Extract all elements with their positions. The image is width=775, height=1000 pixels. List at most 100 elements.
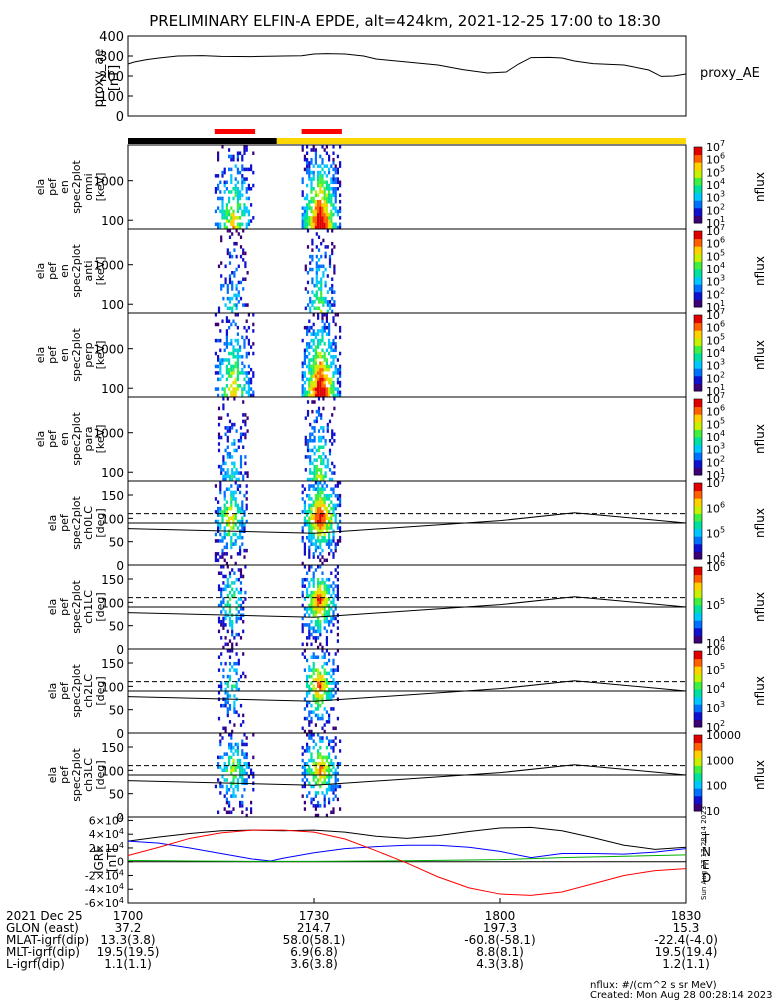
spectrogram-pixel	[241, 355, 244, 359]
spectrogram-pixel	[324, 296, 327, 301]
spectrogram-pixel	[314, 493, 317, 498]
colorbar-cell	[694, 614, 702, 617]
orbit-row-value: 1800	[485, 909, 516, 923]
spectrogram-pixel	[310, 539, 313, 543]
spectrogram-pixel	[317, 177, 320, 181]
spectrogram-pixel	[320, 416, 323, 420]
spectrogram-pixel	[314, 678, 317, 682]
spectrogram-pixel	[325, 145, 328, 149]
spectrogram-pixel	[317, 619, 320, 624]
spectrogram-pixel	[319, 681, 322, 685]
spectrogram-ylabel-word: anti	[82, 260, 95, 281]
colorbar-cell	[694, 746, 702, 749]
spectrogram-pixel	[217, 225, 220, 230]
spectrogram-pixel	[236, 784, 239, 789]
spectrogram-pixel	[235, 642, 238, 647]
spectrogram-pixel	[308, 380, 311, 385]
spectrogram-pixel	[306, 607, 309, 611]
spectrogram-pixel	[330, 681, 333, 685]
colorbar-tick-label: 105	[706, 597, 725, 612]
spectrogram-pixel	[312, 762, 315, 766]
spectrogram-pixel	[321, 762, 324, 766]
colorbar-tick-label: 1000	[706, 754, 734, 767]
spectrogram-pixel	[332, 678, 335, 682]
spectrogram-pixel	[220, 416, 223, 420]
spectrogram-pixel	[230, 174, 233, 178]
spectrogram-pixel	[217, 442, 221, 446]
spectrogram-pixel	[245, 490, 248, 495]
spectrogram-pixel	[310, 668, 313, 672]
spectrogram-pixel	[228, 610, 232, 614]
spectrogram-pixel	[310, 364, 313, 369]
spectrogram-pixel	[219, 377, 222, 382]
spectrogram-pixel	[301, 758, 304, 763]
spectrogram-pixel	[308, 377, 311, 382]
spectrogram-pixel	[308, 700, 311, 705]
colorbar-cell	[694, 318, 702, 322]
spectrogram-pixel	[322, 303, 325, 307]
spectrogram-pixel	[314, 358, 317, 362]
spectrogram-pixel	[217, 500, 220, 504]
spectrogram-pixel	[314, 687, 317, 692]
spectrogram-pixel	[328, 658, 331, 663]
spectrogram-pixel	[235, 616, 238, 621]
spectrogram-pixel	[233, 723, 236, 727]
spectrogram-pixel	[228, 755, 231, 760]
spectrogram-pixel	[321, 355, 324, 359]
spectrogram-pixel	[231, 442, 234, 446]
colorbar-tick-exponent: 4	[720, 345, 725, 354]
spectrogram-pixel	[221, 755, 224, 760]
colorbar-cell	[694, 454, 702, 457]
spectrogram-pixel	[214, 371, 217, 375]
spectrogram-pixel	[306, 325, 309, 330]
spectrogram-pixel	[301, 219, 304, 223]
spectrogram-pixel	[323, 523, 326, 527]
spectrogram-pixel	[320, 264, 323, 269]
spectrogram-pixel	[332, 180, 335, 185]
colorbar-cell	[694, 677, 702, 680]
spectrogram-pixel	[236, 506, 239, 511]
colorbar-cell	[694, 545, 702, 549]
spectrogram-pixel	[321, 338, 324, 343]
spectrogram-pixel	[232, 745, 235, 750]
spectrogram-pixel	[336, 584, 339, 588]
colorbar-cell	[694, 150, 702, 154]
spectrogram-pixel	[313, 471, 316, 475]
spectrogram-pixel	[325, 781, 328, 785]
spectrogram-pixel	[214, 351, 217, 356]
spectrogram-pixel	[317, 500, 320, 504]
spectrogram-pixel	[243, 167, 246, 172]
spectrogram-pixel	[225, 778, 228, 782]
spectrogram-pixel	[321, 697, 324, 701]
spectrogram-pixel	[321, 765, 324, 769]
spectrogram-pixel	[228, 590, 232, 595]
colorbar-cell	[694, 303, 702, 306]
spectrogram-pixel	[320, 426, 323, 430]
spectrogram-pixel	[339, 384, 342, 388]
spectrogram-pixel	[228, 274, 232, 278]
spectrogram-pixel	[228, 787, 231, 792]
spectrogram-pixel	[219, 784, 222, 789]
spectrogram-pixel	[306, 167, 309, 172]
spectrogram-pixel	[334, 225, 337, 230]
spectrogram-pixel	[306, 694, 309, 698]
spectrogram-pixel	[247, 209, 250, 214]
spectrogram-pixel	[312, 313, 315, 317]
spectrogram-pixel	[225, 500, 228, 504]
spectrogram-pixel	[314, 771, 317, 776]
spectrogram-pixel	[217, 539, 220, 543]
spectrogram-pixel	[232, 807, 235, 811]
colorbar-cell	[694, 402, 702, 406]
spectrogram-pixel	[245, 206, 248, 210]
spectrogram-pixel	[236, 526, 239, 530]
spectrogram-pixel	[317, 519, 320, 524]
spectrogram-pixel	[308, 581, 311, 585]
spectrogram-pixel	[321, 219, 324, 223]
colorbar-cell	[694, 211, 702, 214]
spectrogram-pixel	[330, 571, 333, 575]
spectrogram-pixel	[313, 445, 316, 449]
spectrogram-pixel	[317, 170, 320, 175]
plot-title: PRELIMINARY ELFIN-A EPDE, alt=424km, 202…	[149, 12, 661, 30]
colorbar-cell	[694, 404, 702, 408]
spectrogram-pixel	[306, 762, 309, 766]
